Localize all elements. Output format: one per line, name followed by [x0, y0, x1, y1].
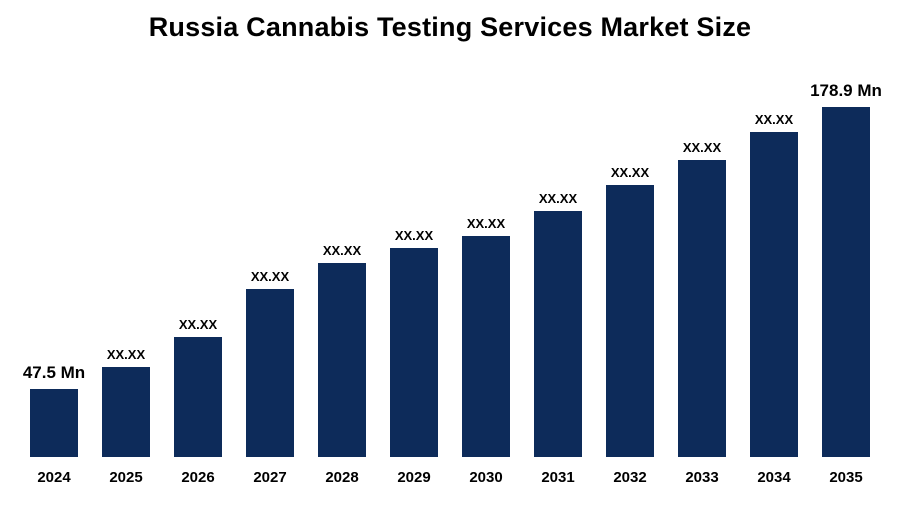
bar-column: XX.XX	[522, 49, 594, 457]
x-axis-label: 2028	[325, 469, 359, 486]
chart-title: Russia Cannabis Testing Services Market …	[148, 12, 752, 42]
x-axis-label: 2027	[253, 469, 287, 486]
x-axis-label: 2035	[829, 469, 863, 486]
bar-column: XX.XX	[594, 49, 666, 457]
x-axis-label: 2024	[37, 469, 71, 486]
x-axis-label: 2025	[109, 469, 143, 486]
bar-column: XX.XX	[378, 49, 450, 457]
x-axis-label: 2029	[397, 469, 431, 486]
bar-column: XX.XX	[738, 49, 810, 457]
bar-value-label: XX.XX	[610, 165, 650, 180]
bar	[30, 389, 78, 457]
bar	[534, 211, 582, 457]
x-axis-label: 2031	[541, 469, 575, 486]
bar-column: XX.XX	[450, 49, 522, 457]
bar-value-label: XX.XX	[106, 347, 146, 362]
plot-area: 47.5 Mn XX.XX XX.XX XX.XX XX.XX XX.XX XX.XX XX.…	[10, 49, 890, 457]
bar-value-label: XX.XX	[538, 191, 578, 206]
bar-column: XX.XX	[90, 49, 162, 457]
bar	[462, 236, 510, 457]
bar	[822, 107, 870, 457]
bar-column: XX.XX	[234, 49, 306, 457]
x-axis-label: 2026	[181, 469, 215, 486]
bar	[606, 185, 654, 457]
bar-value-label: XX.XX	[322, 243, 362, 258]
bar-column: 47.5 Mn	[18, 49, 90, 457]
bar-column: 178.9 Mn	[810, 49, 882, 457]
bar-value-label: XX.XX	[682, 140, 722, 155]
x-axis: 2024 2025 2026 2027 2028 2029 2030 2031 2032 2033…	[10, 469, 890, 486]
bar-value-label: 178.9 Mn	[810, 81, 882, 100]
bar-value-label: XX.XX	[250, 269, 290, 284]
bar	[246, 289, 294, 457]
bar-value-label: XX.XX	[466, 216, 506, 231]
bar	[750, 132, 798, 457]
bar-value-label: XX.XX	[754, 112, 794, 127]
bar-value-label: XX.XX	[178, 317, 218, 332]
bar	[174, 337, 222, 457]
bar-column: XX.XX	[162, 49, 234, 457]
bar-column: XX.XX	[306, 49, 378, 457]
bar	[678, 160, 726, 457]
bar-column: XX.XX	[666, 49, 738, 457]
x-axis-label: 2034	[757, 469, 791, 486]
x-axis-label: 2033	[685, 469, 719, 486]
bar-value-label: 47.5 Mn	[22, 363, 86, 382]
bar	[102, 367, 150, 457]
bar	[390, 248, 438, 457]
bar-value-label: XX.XX	[394, 228, 434, 243]
bar	[318, 263, 366, 457]
x-axis-label: 2032	[613, 469, 647, 486]
x-axis-label: 2030	[469, 469, 503, 486]
